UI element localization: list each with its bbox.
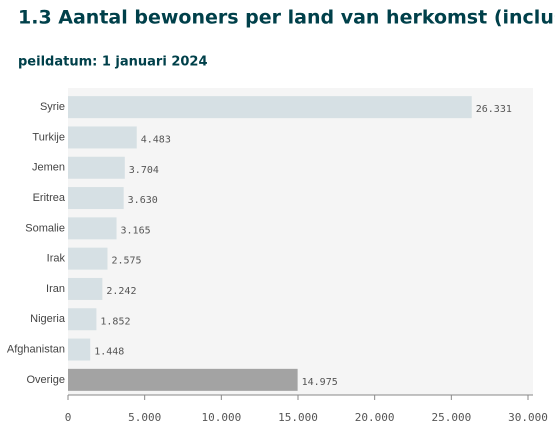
bar — [68, 308, 97, 331]
bar — [68, 187, 124, 210]
y-tick-label: Eritrea — [33, 192, 66, 204]
value-label: 3.704 — [129, 165, 159, 176]
x-tick-label: 0 — [65, 411, 72, 424]
y-tick-label: Turkije — [32, 131, 65, 143]
x-tick-label: 5.000 — [128, 411, 161, 424]
x-tick-label: 20.000 — [355, 411, 395, 424]
y-tick-label: Jemen — [32, 162, 65, 174]
value-label: 3.630 — [128, 195, 158, 206]
y-tick-label: Somalie — [25, 222, 65, 234]
y-tick-label: Syrie — [40, 101, 65, 113]
bar — [68, 217, 117, 240]
bar — [68, 277, 103, 300]
value-label: 1.448 — [94, 347, 124, 358]
plot-area — [68, 88, 533, 395]
y-tick-label: Iran — [46, 283, 65, 295]
value-label: 14.975 — [302, 377, 338, 388]
bar — [68, 126, 137, 149]
value-label: 2.575 — [111, 256, 141, 267]
x-tick-label: 10.000 — [201, 411, 241, 424]
value-label: 2.242 — [106, 286, 136, 297]
y-tick-label: Overige — [26, 374, 65, 386]
bar — [68, 368, 298, 391]
x-tick-label: 15.000 — [278, 411, 318, 424]
chart-title: 1.3 Aantal bewoners per land van herkoms… — [18, 7, 555, 29]
bar — [68, 338, 91, 361]
y-tick-label: Afghanistan — [7, 343, 65, 355]
value-label: 1.852 — [100, 316, 130, 327]
value-label: 4.483 — [141, 134, 171, 145]
y-tick-label: Nigeria — [30, 313, 66, 325]
bar — [68, 247, 108, 270]
bar — [68, 96, 472, 119]
x-tick-label: 30.000 — [508, 411, 548, 424]
chart-subtitle: peildatum: 1 januari 2024 — [18, 55, 208, 70]
value-label: 26.331 — [476, 104, 512, 115]
value-label: 3.165 — [121, 225, 151, 236]
x-tick-label: 25.000 — [431, 411, 471, 424]
y-tick-label: Irak — [47, 253, 66, 265]
bar — [68, 156, 125, 179]
